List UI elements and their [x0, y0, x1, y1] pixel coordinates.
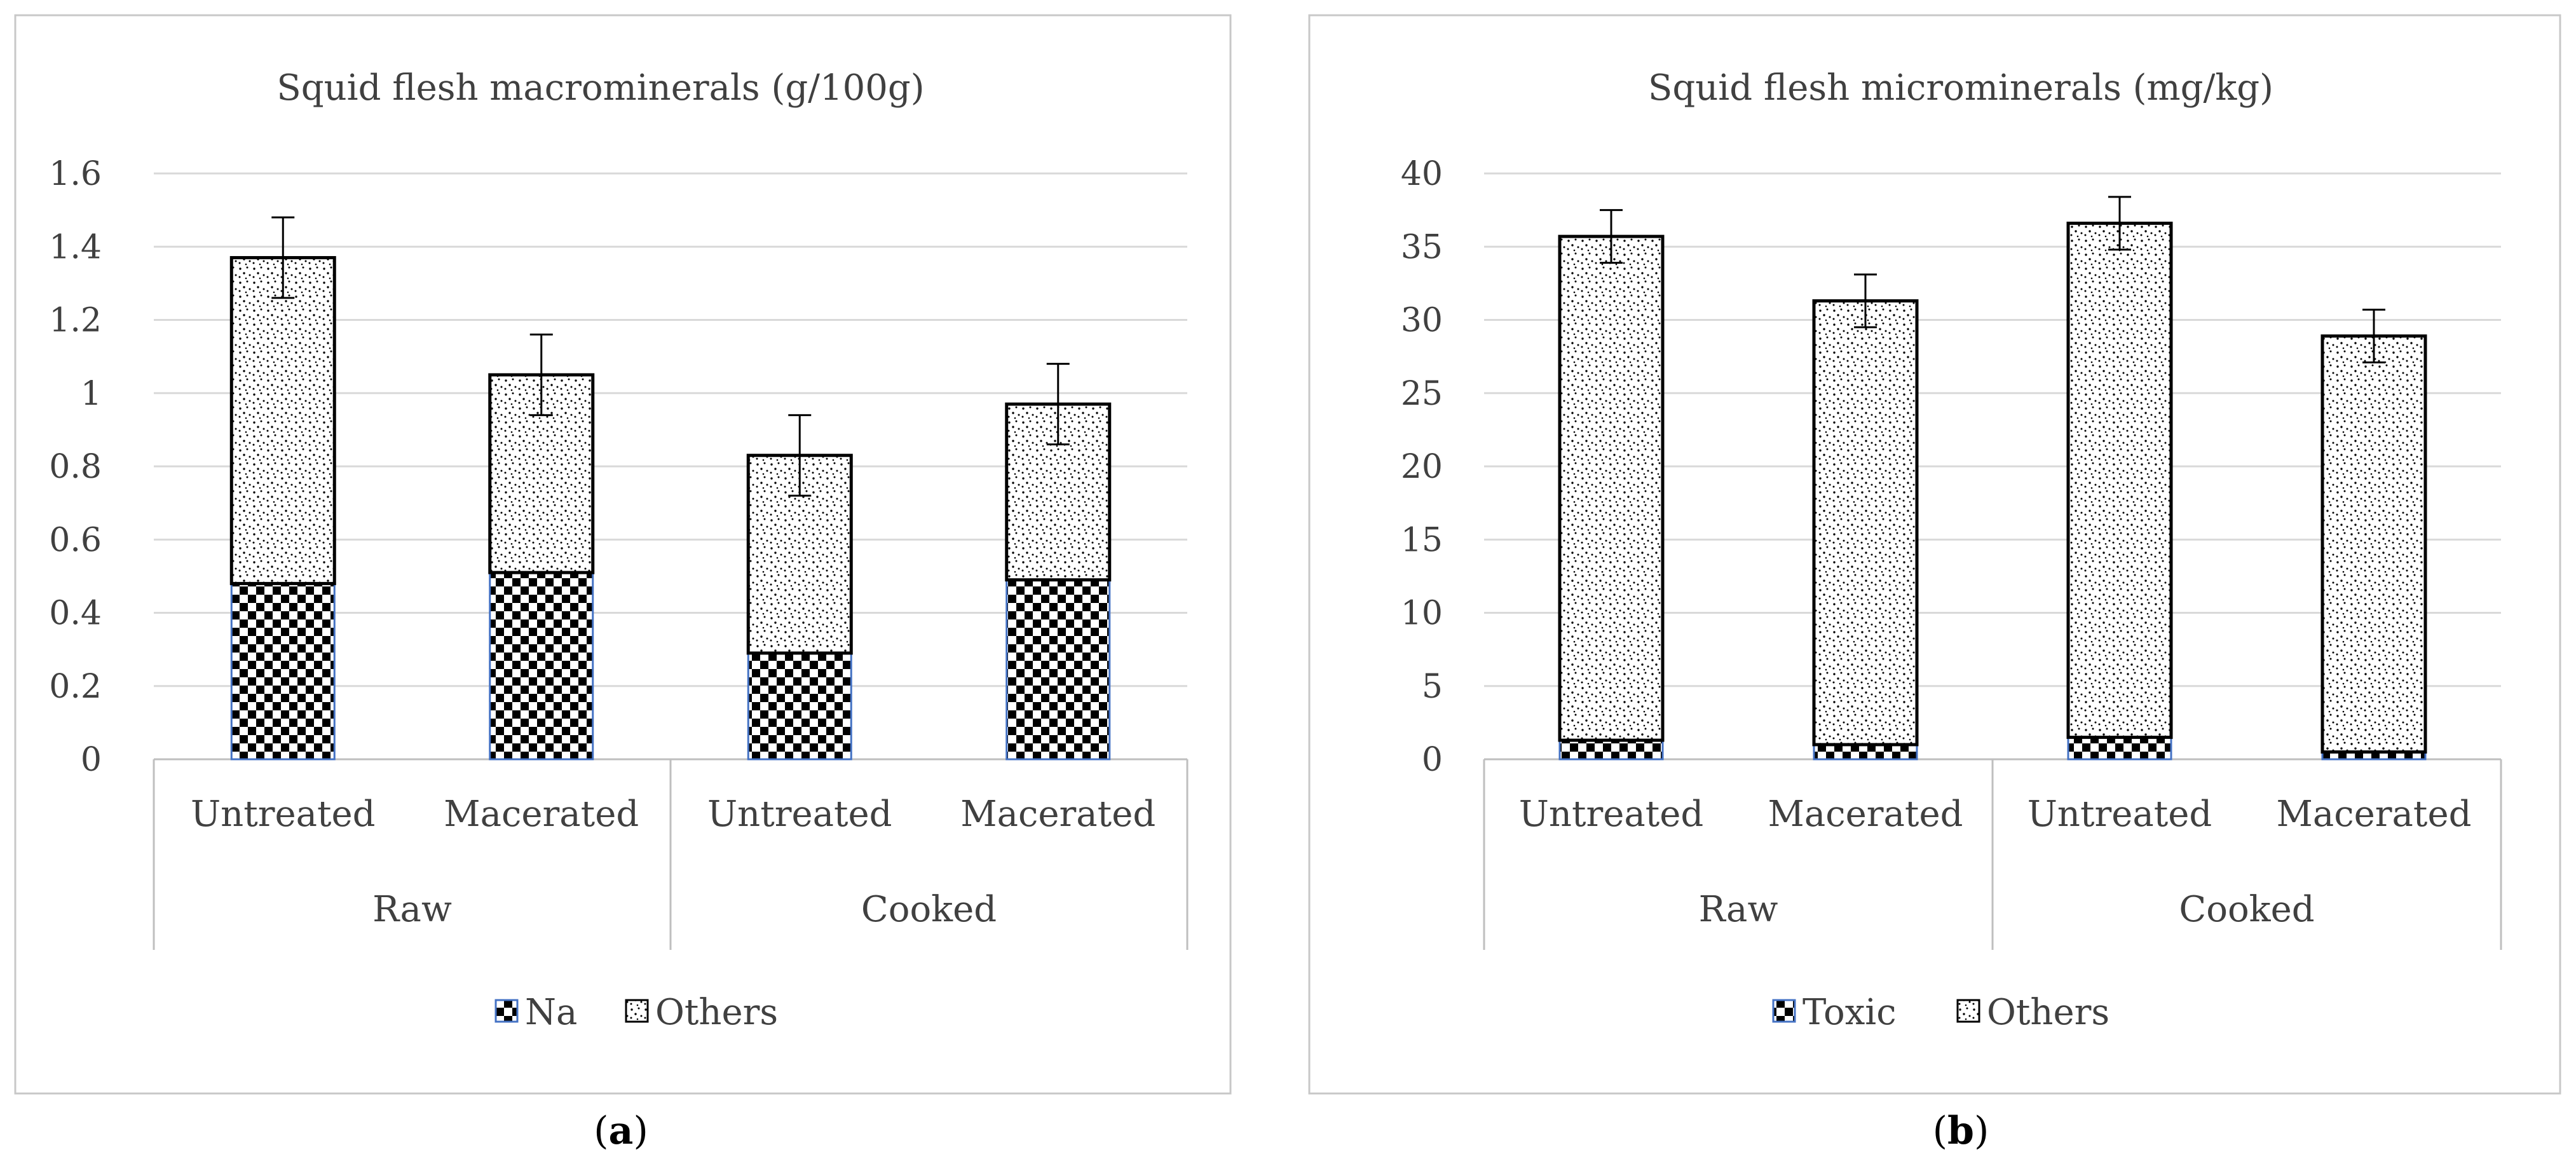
y-tick-label: 30: [1401, 302, 1443, 340]
x-tick-label: Untreated: [191, 794, 376, 835]
bar-others-0: [229, 256, 336, 585]
bar-na-0: [230, 582, 336, 761]
bar-others-1: [1812, 299, 1919, 747]
group-label: Cooked: [861, 889, 997, 930]
x-tick-label: Untreated: [2027, 794, 2212, 835]
y-tick-label: 0.6: [49, 521, 102, 559]
x-tick-label: Macerated: [444, 794, 639, 835]
y-tick-label: 0.2: [49, 668, 102, 706]
x-tick-label: Macerated: [1768, 794, 1963, 835]
y-tick-label: 10: [1401, 595, 1443, 633]
group-label: Raw: [1699, 889, 1778, 930]
bar-toxic-0: [1558, 739, 1664, 761]
legend-stipple-icon: [625, 999, 649, 1023]
y-tick-label: 0: [1422, 741, 1443, 779]
caption-a: (a): [594, 1109, 648, 1153]
y-tick-label: 1.4: [49, 228, 102, 266]
y-tick-label: 0.8: [49, 448, 102, 486]
chart-title: Squid flesh macrominerals (g/100g): [276, 67, 924, 109]
bar-toxic-1: [1813, 743, 1918, 761]
bar-toxic-2: [2067, 736, 2172, 761]
x-tick-label: Untreated: [1519, 794, 1704, 835]
bar-others-3: [2320, 334, 2427, 754]
bar-others-0: [1558, 234, 1665, 742]
y-tick-label: 35: [1401, 228, 1443, 266]
group-label: Raw: [372, 889, 452, 930]
bar-na-3: [1005, 579, 1111, 761]
y-tick-label: 25: [1401, 375, 1443, 413]
legend-label: Na: [525, 992, 577, 1033]
x-tick-label: Macerated: [2277, 794, 2472, 835]
legend-checker-icon: [494, 999, 519, 1023]
legend-label: Others: [1987, 992, 2109, 1033]
group-label: Cooked: [2179, 889, 2314, 930]
chart-panel-a: Squid flesh macrominerals (g/100g) 0 0.2 0.…: [14, 14, 1232, 1095]
y-tick-label: 20: [1401, 448, 1443, 486]
y-tick-label: 0.4: [49, 595, 102, 633]
legend-stipple-icon: [1956, 999, 1980, 1023]
chart-title: Squid flesh microminerals (mg/kg): [1648, 67, 2273, 109]
legend-label: Others: [655, 992, 778, 1033]
x-tick-label: Untreated: [707, 794, 892, 835]
y-tick-label: 1: [81, 375, 102, 413]
y-tick-label: 0: [81, 741, 102, 779]
y-tick-label: 1.6: [49, 155, 102, 193]
chart-panel-b: Squid flesh microminerals (mg/kg) 0 5 10 15 2…: [1308, 14, 2561, 1095]
legend-label: Toxic: [1803, 992, 1897, 1033]
y-tick-label: 5: [1422, 668, 1443, 706]
y-tick-label: 40: [1401, 155, 1443, 193]
y-tick-label: 1.2: [49, 302, 102, 340]
y-tick-label: 15: [1401, 521, 1443, 559]
bar-na-2: [747, 652, 852, 761]
caption-b: (b): [1932, 1109, 1989, 1153]
legend-checker-icon: [1772, 999, 1796, 1023]
x-tick-label: Macerated: [960, 794, 1155, 835]
bar-na-1: [489, 571, 594, 761]
bar-others-2: [2066, 221, 2173, 739]
